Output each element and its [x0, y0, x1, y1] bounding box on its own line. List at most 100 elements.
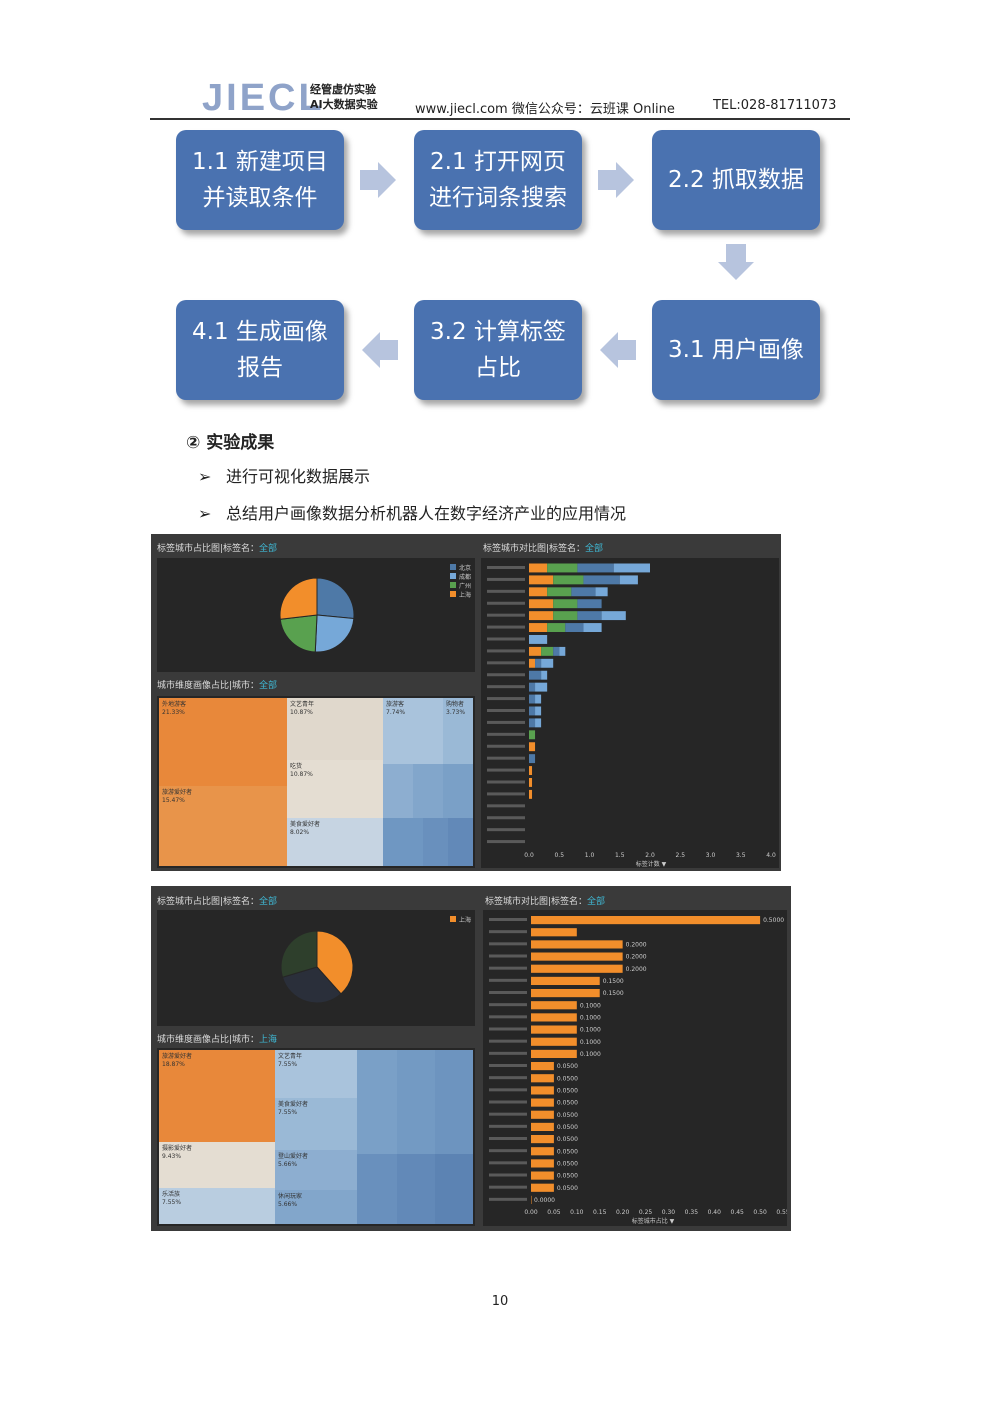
- bar-segment: [529, 646, 542, 656]
- data-label: 0.2000: [626, 941, 647, 948]
- category-label-placeholder: [487, 637, 525, 641]
- bar: [531, 989, 600, 998]
- bar-segment: [535, 682, 548, 692]
- category-label-placeholder: [489, 1100, 527, 1104]
- section-title: ② 实验成果: [186, 433, 275, 453]
- data-label: 0.0500: [557, 1136, 578, 1143]
- treemap-cell: 美食爱好者 8.02%: [287, 818, 383, 866]
- data-label: 0.1000: [580, 1002, 601, 1009]
- pie-slice: [316, 577, 355, 620]
- x-tick-label: 0.55: [776, 1209, 787, 1216]
- category-label-placeholder: [487, 756, 525, 760]
- bar-segment: [529, 706, 536, 716]
- arrow-right-icon: [598, 162, 634, 198]
- bar-segment: [529, 718, 536, 728]
- bar-segment: [583, 575, 620, 585]
- treemap-panel: 外地游客 21.33% 旅游爱好者 15.47% 文艺青年 10.87% 吃货 10.8…: [157, 696, 475, 868]
- treemap-cell: [397, 1154, 435, 1224]
- data-label: 0.0500: [557, 1148, 578, 1155]
- flow-step-4-1-line2: 报告: [236, 355, 283, 381]
- flow-step-2-1-line2: 进行词条搜索: [429, 185, 567, 211]
- category-label-placeholder: [487, 816, 525, 820]
- category-label-placeholder: [487, 792, 525, 796]
- data-label: 0.5000: [763, 917, 784, 924]
- treemap-title: 城市维度画像占比|城市：全部: [157, 681, 278, 691]
- bar-segment: [529, 789, 533, 799]
- data-label: 0.0500: [557, 1075, 578, 1082]
- category-label-placeholder: [487, 828, 525, 832]
- category-label-placeholder: [487, 804, 525, 808]
- data-label: 0.0500: [557, 1185, 578, 1192]
- category-label-placeholder: [489, 1197, 527, 1201]
- bar: [531, 1062, 554, 1071]
- bullet-arrow-icon: ➢: [198, 467, 212, 486]
- bar-segment: [559, 646, 566, 656]
- category-label-placeholder: [487, 589, 525, 593]
- flow-step-1-1: 1.1 新建项目 并读取条件: [176, 130, 344, 230]
- bar-segment: [565, 623, 584, 632]
- category-label-placeholder: [487, 768, 525, 772]
- legend-swatch: [450, 916, 456, 922]
- category-label-placeholder: [489, 1051, 527, 1055]
- bar: [531, 1147, 554, 1156]
- treemap-cell: 文艺青年 7.55%: [275, 1050, 357, 1098]
- bar-segment: [535, 718, 542, 728]
- bar: [531, 916, 761, 925]
- bar: [531, 952, 623, 961]
- legend-swatch: [450, 573, 456, 579]
- bullet-arrow-icon: ➢: [198, 504, 212, 523]
- bar-segment: [535, 694, 542, 704]
- treemap-cell: 乐活族 7.55%: [159, 1188, 275, 1224]
- category-label-placeholder: [489, 1161, 527, 1165]
- data-label: 0.2000: [626, 966, 647, 973]
- treemap-cell: 文艺青年 10.87%: [287, 698, 383, 760]
- data-label: 0.0500: [557, 1124, 578, 1131]
- pie-slice: [279, 614, 318, 653]
- bullet-1-text: 进行可视化数据展示: [226, 467, 371, 486]
- x-tick-label: 0.15: [593, 1209, 607, 1216]
- bar-segment: [601, 611, 626, 621]
- bar: [531, 976, 600, 985]
- pie-title: 标签城市占比图|标签名：全部: [157, 897, 278, 907]
- bar: [531, 928, 577, 937]
- bar-panel: 0.5000 0.2000 0.2000 0.2000 0.1500 0.1500 0.10…: [483, 910, 790, 1226]
- x-tick-label: 0.35: [685, 1209, 699, 1216]
- flow-step-2-1: 2.1 打开网页 进行词条搜索: [414, 130, 582, 230]
- x-tick-label: 0.30: [662, 1209, 676, 1216]
- bar: [531, 1135, 554, 1144]
- treemap-cell: 吃货 10.87%: [287, 760, 383, 818]
- category-label-placeholder: [489, 978, 527, 982]
- bar-segment: [529, 694, 536, 704]
- legend-label: 广州: [459, 582, 471, 590]
- bar: [531, 1001, 577, 1010]
- pie-title: 标签城市占比图|标签名：全部: [157, 544, 278, 554]
- category-label-placeholder: [487, 649, 525, 653]
- bar-segment: [529, 575, 554, 585]
- bar-segment: [529, 587, 548, 597]
- treemap-panel: 旅游爱好者 18.87% 摄影爱好者 9.43% 乐活族 7.55% 文艺青年 7.55…: [157, 1048, 475, 1226]
- category-label-placeholder: [487, 673, 525, 677]
- data-label: 0.0500: [557, 1100, 578, 1107]
- bar-segment: [613, 563, 650, 573]
- treemap-cell: 购物者 3.73%: [443, 698, 473, 764]
- treemap-cell: [435, 1050, 473, 1154]
- category-label-placeholder: [487, 566, 525, 569]
- bar-segment: [547, 623, 566, 632]
- bar-segment: [583, 623, 602, 632]
- flow-step-2-1-line1: 2.1 打开网页: [430, 149, 566, 175]
- bar: [531, 1110, 554, 1119]
- arrow-down-icon: [718, 244, 754, 280]
- bar-segment: [529, 730, 536, 740]
- x-tick-label: 0.05: [547, 1209, 561, 1216]
- data-label: 0.0500: [557, 1173, 578, 1180]
- bar-segment: [595, 587, 608, 597]
- treemap-cell: [423, 818, 448, 866]
- x-tick-label: 0.00: [524, 1209, 538, 1216]
- bar: [531, 1195, 532, 1204]
- x-tick-label: 0.50: [753, 1209, 767, 1216]
- treemap-cell: [357, 1050, 397, 1154]
- treemap-cell: 旅游客 7.74%: [383, 698, 443, 764]
- bar-segment: [529, 754, 536, 764]
- category-label-placeholder: [489, 1124, 527, 1128]
- bar-segment: [529, 635, 548, 644]
